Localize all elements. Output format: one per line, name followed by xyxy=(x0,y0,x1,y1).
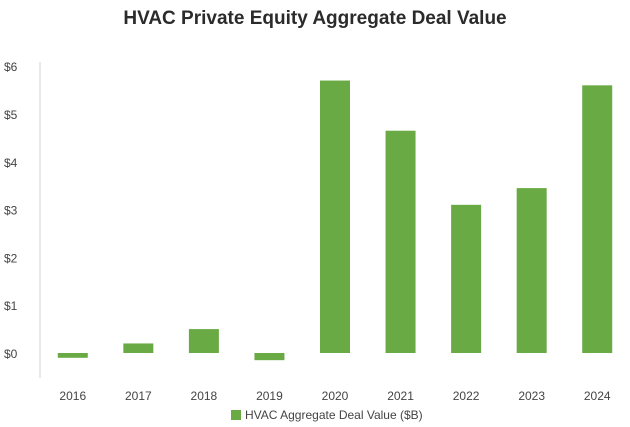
y-tick-label: $5 xyxy=(4,108,18,122)
x-tick-label: 2024 xyxy=(584,389,611,403)
bar-2019 xyxy=(254,353,285,361)
y-tick-label: $2 xyxy=(4,251,18,265)
bar-2017 xyxy=(123,343,154,353)
bar-2018 xyxy=(188,329,219,353)
bar-2023 xyxy=(516,188,547,353)
y-tick-label: $3 xyxy=(4,204,18,218)
y-tick-label: $6 xyxy=(4,60,18,74)
y-tick-label: $1 xyxy=(4,299,18,313)
y-tick-label: $4 xyxy=(4,156,18,170)
bars xyxy=(57,80,613,361)
x-tick-label: 2020 xyxy=(322,389,349,403)
x-tick-label: 2017 xyxy=(125,389,152,403)
x-tick-label: 2019 xyxy=(256,389,283,403)
x-tick-label: 2022 xyxy=(453,389,480,403)
bar-2024 xyxy=(582,85,613,353)
x-tick-label: 2021 xyxy=(387,389,414,403)
y-axis-ticks: $0 $1 $2 $3 $4 $5 $6 xyxy=(4,60,18,361)
chart-title: HVAC Private Equity Aggregate Deal Value xyxy=(123,8,507,29)
legend-label: HVAC Aggregate Deal Value ($B) xyxy=(245,408,423,422)
bar-2020 xyxy=(320,80,350,353)
x-tick-label: 2023 xyxy=(518,389,545,403)
x-tick-label: 2016 xyxy=(59,389,86,403)
x-tick-label: 2018 xyxy=(191,389,218,403)
bar-2016 xyxy=(57,353,88,358)
legend: HVAC Aggregate Deal Value ($B) xyxy=(231,408,423,422)
legend-swatch xyxy=(231,410,241,420)
bar-2021 xyxy=(385,130,416,353)
y-tick-label: $0 xyxy=(4,347,18,361)
x-axis-ticks: 2016 2017 2018 2019 2020 2021 2022 2023 2024 xyxy=(59,389,610,403)
bar-2022 xyxy=(451,204,482,353)
